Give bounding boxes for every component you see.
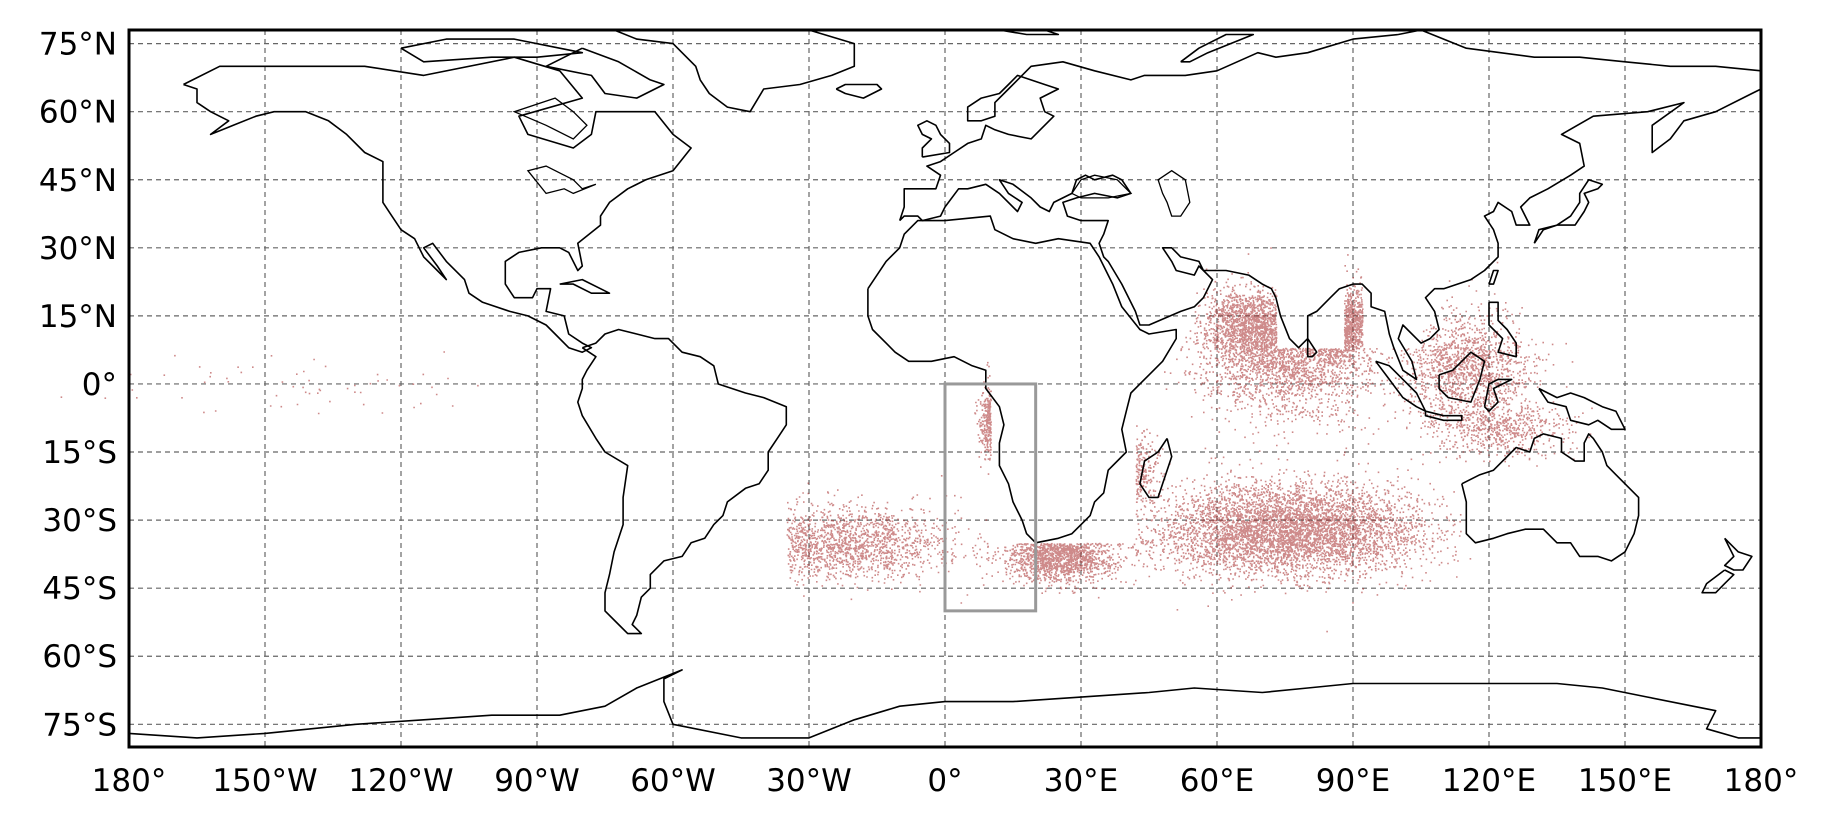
lon-tick-label: 180° [1724,763,1799,799]
lon-tick-label: 90°E [1316,763,1391,799]
australia-coast [1461,433,1640,562]
eurasia-coast [898,29,1762,381]
new-guinea-coast [1538,387,1626,431]
north-america-coast [183,56,692,353]
lat-tick-label: 45°S [42,571,117,607]
sri-lanka-coast [1306,338,1318,358]
region-box [943,382,1038,613]
lat-tick-label: 60°S [42,639,117,675]
hudson-bay-outline [512,97,588,140]
lat-tick-label: 75°N [39,27,117,63]
sulawesi-coast [1483,378,1513,412]
iceland-coast [835,83,883,99]
great-lakes-outline [526,165,597,195]
arctic-islands-coast [400,38,584,63]
lat-tick-label: 30°S [42,503,117,539]
lon-tick-label: 180° [92,763,167,799]
baffin-coast [545,47,665,99]
philippines-coast [1488,301,1517,358]
africa-coast [867,215,1177,544]
gb-coast [917,120,951,158]
caspian-sea-outline [1157,169,1191,217]
new-zealand-south-coast [1701,569,1735,594]
lon-tick-label: 0° [927,763,962,799]
lon-tick-label: 60°E [1180,763,1255,799]
lat-tick-label: 60°N [39,95,117,131]
highlight-box [943,382,1038,613]
lon-tick-label: 30°E [1044,763,1119,799]
lon-tick-label: 150°W [212,763,317,799]
data-points [60,247,1593,633]
lon-tick-label: 120°E [1442,763,1536,799]
south-america-coast [577,328,788,635]
taiwan-coast [1488,269,1499,285]
lon-tick-label: 60°W [630,763,716,799]
java-coast [1424,410,1463,422]
japan-coast [1533,179,1604,244]
data-point-cloud [60,247,1593,633]
lon-tick-label: 120°W [348,763,453,799]
lon-tick-label: 90°W [494,763,580,799]
lon-tick-label: 150°E [1578,763,1672,799]
antarctica-coast [128,669,1761,739]
black-sea-outline [1070,174,1133,199]
lat-tick-label: 30°N [39,231,117,267]
latitude-tick-labels: 75°N 60°N 45°N 30°N 15°N 0° 15°S 30°S 45°S 60°S 75… [39,27,117,744]
lon-tick-label: 30°W [766,763,852,799]
novaya-zemlya-coast [1180,33,1255,63]
lat-tick-label: 45°N [39,163,117,199]
lat-tick-label: 0° [82,367,117,403]
madagascar-coast [1139,437,1173,499]
map-frame [127,28,1763,749]
cuba-coast [559,278,611,294]
longitude-tick-labels: 180° 150°W 120°W 90°W 60°W 30°W 0° 30°E 60°E 90°E… [92,763,1799,799]
coastlines [128,29,1762,739]
lat-tick-label: 15°N [39,299,117,335]
lat-tick-label: 15°S [42,435,117,471]
borneo-coast [1438,351,1486,403]
new-zealand-coast [1723,537,1753,571]
lat-tick-label: 75°S [42,707,117,743]
